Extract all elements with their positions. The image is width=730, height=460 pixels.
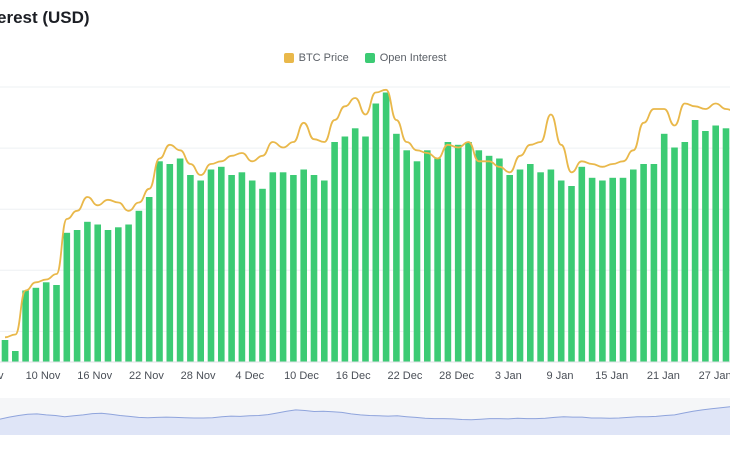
open-interest-bar[interactable] [465,142,472,362]
open-interest-bar[interactable] [485,155,493,363]
x-tick-label: 16 Nov [77,370,112,382]
open-interest-bar[interactable] [660,133,668,363]
open-interest-bar[interactable] [650,164,658,362]
navigator-line [0,406,730,421]
open-interest-bar[interactable] [382,92,390,363]
open-interest-bar[interactable] [630,169,637,363]
chart-title: erest (USD) [0,8,90,27]
open-interest-bar[interactable] [393,133,400,363]
open-interest-bar[interactable] [12,351,19,362]
open-interest-bar[interactable] [537,172,544,362]
open-interest-bar[interactable] [341,136,349,363]
open-interest-bar[interactable] [248,180,256,363]
x-tick-label: v [0,370,4,382]
x-tick-label: 16 Dec [336,370,371,382]
legend-label-btc-price: BTC Price [298,52,349,64]
open-interest-bar[interactable] [547,169,555,363]
open-interest-bar[interactable] [176,158,184,363]
open-interest-bar[interactable] [331,142,338,362]
legend-swatch-btc-price [283,53,294,63]
open-interest-bar[interactable] [681,142,689,362]
open-interest-bar[interactable] [640,164,647,362]
open-interest-bar[interactable] [619,177,627,363]
open-interest-bar[interactable] [63,232,71,363]
x-tick-label: 4 Dec [235,370,264,382]
open-interest-bar[interactable] [125,224,132,363]
open-interest-bar[interactable] [372,103,380,363]
open-interest-bar[interactable] [22,290,29,363]
open-interest-bar[interactable] [238,172,246,362]
x-tick-label: 10 Nov [26,370,61,382]
open-interest-bar[interactable] [454,144,462,363]
legend: BTC Price Open Interest [0,52,730,64]
open-interest-bar[interactable] [187,175,194,362]
open-interest-bar[interactable] [496,158,503,363]
open-interest-bar[interactable] [321,180,328,363]
open-interest-bar[interactable] [53,285,60,362]
open-interest-bar[interactable] [588,177,596,363]
x-tick-label: 22 Nov [129,370,164,382]
x-tick-label: 28 Nov [181,370,216,382]
open-interest-bar[interactable] [300,169,307,363]
open-interest-bar[interactable] [32,287,40,363]
legend-label-open-interest: Open Interest [379,52,447,64]
open-interest-bar[interactable] [166,164,174,362]
open-interest-bar[interactable] [578,166,586,363]
open-interest-bar[interactable] [671,147,678,363]
open-interest-bar[interactable] [228,175,235,362]
open-interest-bar[interactable] [516,169,524,363]
x-tick-label: 21 Jan [647,370,680,382]
open-interest-bar[interactable] [115,227,122,363]
open-interest-bar[interactable] [362,136,369,363]
open-interest-bar[interactable] [403,150,410,363]
btc-price-line[interactable] [4,88,730,339]
open-interest-bar[interactable] [712,125,719,363]
open-interest-bar[interactable] [94,224,101,363]
x-tick-label: 3 Jan [495,370,522,382]
open-interest-bar[interactable] [527,164,534,362]
open-interest-bar[interactable] [599,180,606,363]
open-interest-bar[interactable] [290,175,297,362]
open-interest-bar[interactable] [279,172,287,362]
open-interest-bar[interactable] [434,158,441,363]
x-tick-label: 22 Dec [387,370,422,382]
open-interest-bar[interactable] [145,197,153,362]
open-interest-bar[interactable] [702,131,709,362]
navigator-area [0,406,730,435]
open-interest-bar[interactable] [424,150,431,363]
legend-item-btc-price[interactable]: BTC Price [283,52,349,64]
open-interest-bar[interactable] [310,175,318,362]
open-interest-bar[interactable] [42,282,50,363]
open-interest-bar[interactable] [413,161,421,363]
open-interest-bar[interactable] [568,186,575,362]
legend-swatch-open-interest [364,53,375,63]
open-interest-bar[interactable] [691,120,699,362]
open-interest-bar[interactable] [218,166,225,363]
legend-item-open-interest[interactable]: Open Interest [364,52,447,64]
open-interest-bar[interactable] [1,340,9,362]
open-interest-bar[interactable] [207,169,215,363]
x-tick-label: 28 Dec [439,370,474,382]
open-interest-bar[interactable] [722,128,730,363]
open-interest-bar[interactable] [609,177,616,363]
open-interest-bar[interactable] [104,230,112,362]
open-interest-bar[interactable] [259,188,266,363]
x-tick-label: 15 Jan [595,370,628,382]
open-interest-bar[interactable] [351,128,359,363]
x-tick-label: 10 Dec [284,370,319,382]
x-tick-label: 9 Jan [547,370,574,382]
open-interest-bar[interactable] [73,230,81,362]
open-interest-bar[interactable] [557,180,565,363]
open-interest-bar[interactable] [197,180,204,363]
open-interest-bar[interactable] [269,172,277,362]
open-interest-bar[interactable] [84,221,91,363]
open-interest-bar[interactable] [506,175,513,362]
open-interest-bar[interactable] [444,142,452,362]
open-interest-bar[interactable] [475,150,483,363]
open-interest-bar[interactable] [156,161,163,363]
open-interest-bar[interactable] [135,210,143,363]
x-tick-label: 27 Jan [699,370,730,382]
